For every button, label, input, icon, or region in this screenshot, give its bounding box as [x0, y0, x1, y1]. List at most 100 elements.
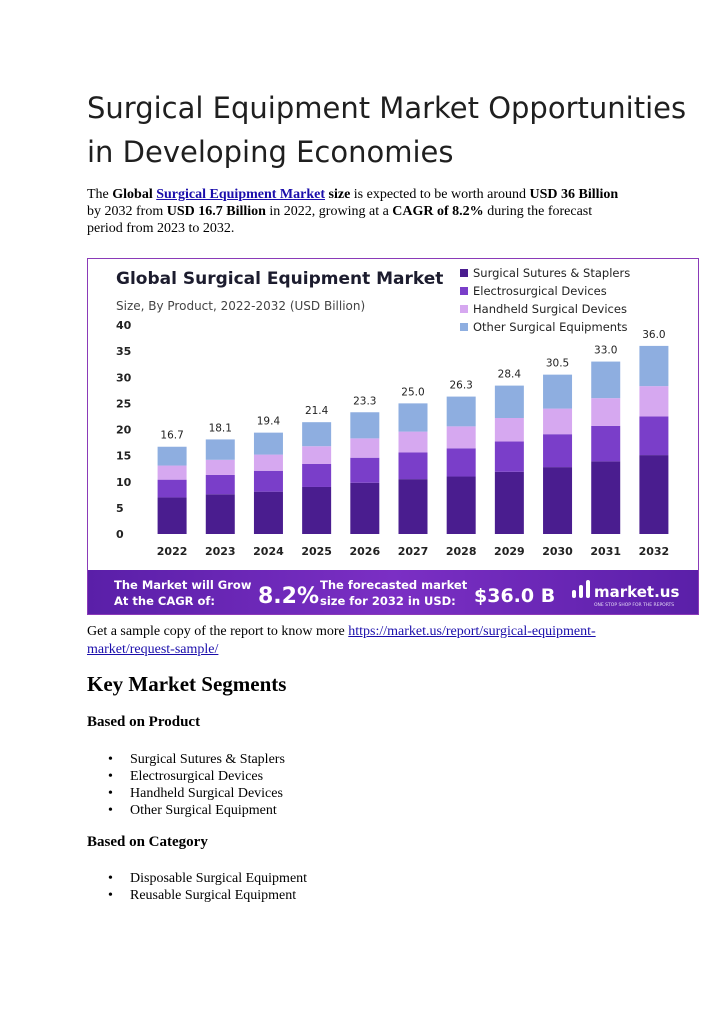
intro-bold-2: size	[325, 187, 351, 202]
y-tick-label: 0	[116, 528, 124, 541]
sample-report-link[interactable]: https://market.us/report/surgical-equipm…	[87, 624, 596, 657]
bar-total-label: 21.4	[305, 405, 329, 417]
bar-total-label: 26.3	[449, 380, 472, 392]
bar-segment	[446, 476, 476, 534]
x-tick-label: 2026	[350, 545, 381, 558]
y-tick-label: 30	[116, 371, 132, 384]
bar-segment	[253, 432, 283, 455]
list-item: Handheld Surgical Devices	[108, 785, 285, 802]
y-tick-label: 10	[116, 476, 132, 489]
chart-bars: 16.7 18.1 19.4 21.4 23.3 25.0 26.3 28.4 30.5 33.0…	[157, 329, 669, 534]
x-tick-label: 2027	[398, 545, 429, 558]
legend-swatch	[460, 323, 468, 331]
market-chart: Global Surgical Equipment Market Size, B…	[87, 258, 699, 615]
banner-grow-text-1: The Market will Grow	[114, 578, 252, 592]
chart-yaxis: 0 5 10 15 20 25 30 35 40	[116, 319, 132, 541]
bar-segment	[253, 454, 283, 471]
bar-segment	[205, 459, 235, 475]
bar-segment	[543, 467, 573, 534]
x-tick-label: 2031	[590, 545, 621, 558]
bar-segment	[205, 439, 235, 460]
page-title: Surgical Equipment Market Opportunities …	[87, 91, 687, 169]
bar-segment	[591, 461, 621, 534]
intro-paragraph: The Global Surgical Equipment Market siz…	[87, 186, 627, 237]
list-item: Electrosurgical Devices	[108, 768, 285, 785]
y-tick-label: 40	[116, 319, 132, 332]
bar-segment	[446, 426, 476, 449]
y-tick-label: 20	[116, 424, 132, 437]
bar-segment	[302, 463, 332, 487]
bar-segment	[591, 398, 621, 426]
bar-segment	[494, 418, 524, 442]
y-tick-label: 5	[116, 502, 124, 515]
y-tick-label: 35	[116, 345, 131, 358]
bar-segment	[398, 431, 428, 453]
bar-segment	[350, 438, 380, 458]
legend-swatch	[460, 305, 468, 313]
bar-segment	[398, 452, 428, 480]
banner-forecast-text-2: size for 2032 in USD:	[320, 594, 456, 608]
bar-segment	[494, 385, 524, 419]
x-tick-label: 2029	[494, 545, 525, 558]
bar-segment	[157, 465, 187, 480]
x-tick-label: 2030	[542, 545, 573, 558]
bar-segment	[591, 425, 621, 462]
product-list: Surgical Sutures & Staplers Electrosurgi…	[108, 751, 285, 819]
intro-bold-4: USD 16.7 Billion	[166, 204, 266, 219]
bar-segment	[302, 446, 332, 464]
marketus-logo-icon	[572, 580, 590, 598]
sample-text: Get a sample copy of the report to know …	[87, 624, 349, 639]
bar-segment	[494, 471, 524, 534]
bar-segment	[205, 474, 235, 495]
list-item: Other Surgical Equipment	[108, 802, 285, 819]
market-link[interactable]: Surgical Equipment Market	[156, 187, 326, 202]
bar-segment	[205, 494, 235, 534]
bar-segment	[446, 448, 476, 477]
intro-bold-5: CAGR of 8.2%	[392, 204, 484, 219]
legend-swatch	[460, 287, 468, 295]
list-item: Surgical Sutures & Staplers	[108, 751, 285, 768]
chart-title: Global Surgical Equipment Market	[116, 269, 443, 289]
bar-total-label: 19.4	[257, 416, 281, 428]
intro-bold-3: USD 36 Billion	[529, 187, 619, 202]
category-heading: Based on Category	[87, 834, 208, 850]
y-tick-label: 15	[116, 450, 131, 463]
legend-label: Handheld Surgical Devices	[473, 302, 627, 316]
sample-paragraph: Get a sample copy of the report to know …	[87, 623, 647, 659]
intro-text-3: by 2032 from	[87, 204, 167, 219]
bar-segment	[350, 457, 380, 483]
intro-text-4: in 2022, growing at a	[265, 204, 393, 219]
bar-segment	[543, 434, 573, 468]
x-tick-label: 2025	[301, 545, 332, 558]
bar-segment	[639, 345, 669, 387]
bar-segment	[253, 491, 283, 534]
bar-total-label: 18.1	[209, 422, 232, 434]
y-tick-label: 25	[116, 397, 131, 410]
bar-segment	[302, 486, 332, 534]
banner-cagr-value: 8.2%	[258, 584, 319, 609]
chart-xaxis: 2022 2023 2024 2025 2026 2027 2028 2029 2030 2031…	[157, 545, 669, 558]
chart-legend: Surgical Sutures & Staplers Electrosurgic…	[460, 266, 630, 334]
x-tick-label: 2023	[205, 545, 236, 558]
bar-segment	[543, 408, 573, 435]
bar-segment	[398, 403, 428, 432]
bar-segment	[591, 361, 621, 399]
key-segments-heading: Key Market Segments	[87, 672, 287, 696]
bar-total-label: 28.4	[498, 369, 522, 381]
intro-text-5: during the forecast period from 2023 to …	[87, 204, 593, 236]
chart-svg: Global Surgical Equipment Market Size, B…	[88, 266, 698, 614]
bar-segment	[157, 446, 187, 466]
product-heading: Based on Product	[87, 714, 201, 730]
list-item: Disposable Surgical Equipment	[108, 870, 307, 887]
bar-total-label: 30.5	[546, 358, 569, 370]
legend-label: Electrosurgical Devices	[473, 284, 607, 298]
bar-total-label: 16.7	[160, 430, 183, 442]
bar-segment	[446, 396, 476, 427]
bar-total-label: 25.0	[401, 386, 424, 398]
intro-text-1: The	[87, 187, 113, 202]
brand-tagline: ONE STOP SHOP FOR THE REPORTS	[594, 602, 674, 608]
bar-segment	[253, 470, 283, 492]
bar-segment	[350, 412, 380, 439]
legend-label: Surgical Sutures & Staplers	[473, 266, 630, 280]
bar-segment	[543, 374, 573, 409]
